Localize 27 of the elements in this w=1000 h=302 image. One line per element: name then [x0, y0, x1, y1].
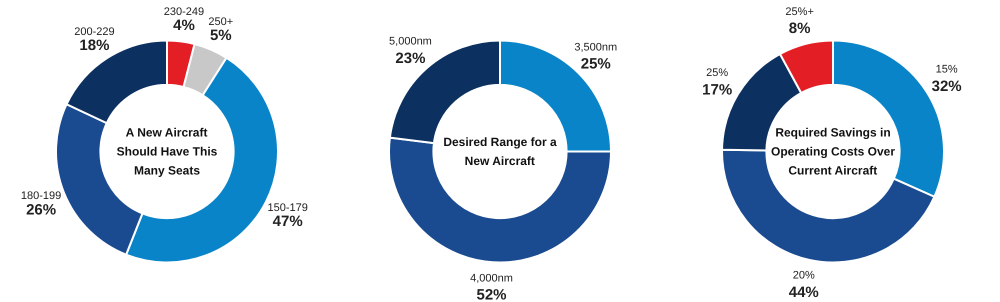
data-label: 18% [79, 37, 110, 54]
data-label: 4% [173, 17, 195, 34]
data-label: 17% [702, 81, 732, 98]
data-label: 47% [272, 212, 303, 230]
slice-label: 3,500nm [574, 42, 618, 54]
slice-label: 180-199 [20, 190, 62, 202]
data-label: 52% [476, 286, 507, 302]
slice-label: 200-229 [74, 26, 115, 38]
slice-label: 4,000nm [470, 272, 513, 284]
data-label: 23% [395, 50, 426, 67]
slice-label: 150-179 [267, 202, 308, 214]
slice-label: 20% [792, 270, 815, 282]
slice-label: 5,000nm [389, 36, 432, 48]
slice-label: 25% [706, 67, 728, 80]
slice-label: 230-249 [164, 6, 204, 18]
data-label: 44% [788, 284, 819, 301]
data-label: 8% [788, 20, 810, 38]
data-label: 5% [210, 27, 232, 44]
text: A New Aircraft Should Have This Many Seats [116, 126, 218, 178]
text: Required Savings in Operating Costs Over Current Aircraft [770, 126, 896, 178]
slice-label: 15% [936, 64, 958, 76]
data-label: 32% [932, 78, 962, 95]
slice-label: 25%+ [785, 6, 814, 18]
text: Desired Range for a New Aircraft [443, 135, 558, 168]
data-label: 25% [580, 56, 611, 73]
slice-label: 250+ [208, 16, 234, 28]
data-label: 26% [26, 201, 56, 218]
